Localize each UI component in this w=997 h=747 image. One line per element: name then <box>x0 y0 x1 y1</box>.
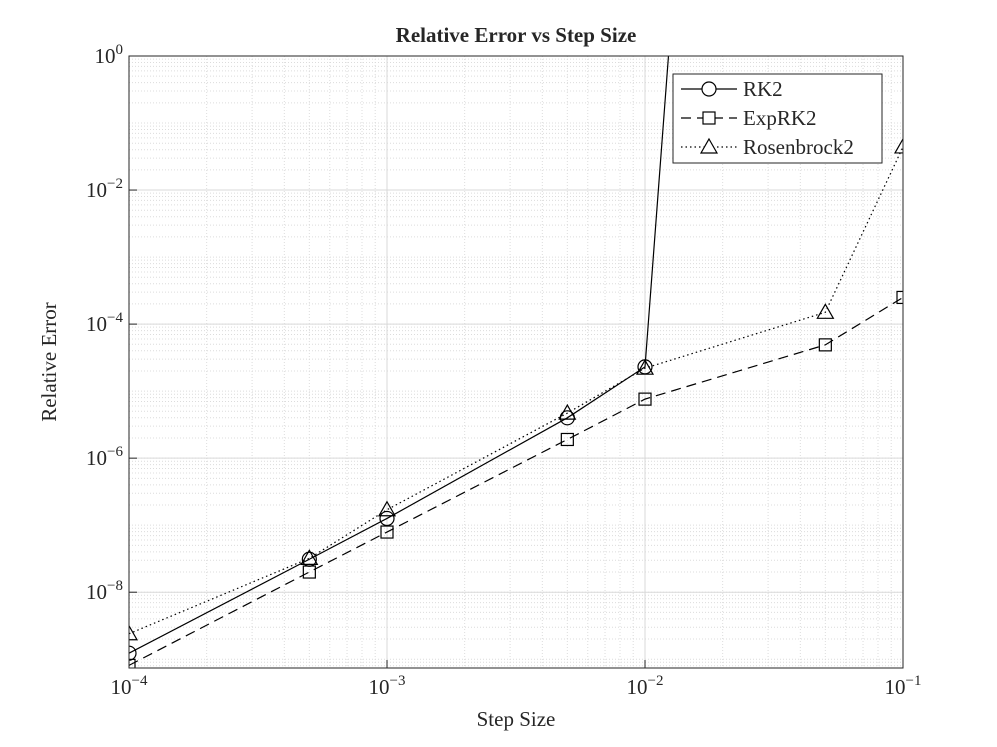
y-tick-label: 10−8 <box>86 578 123 604</box>
grid <box>128 55 904 668</box>
y-tick-label: 100 <box>95 42 124 68</box>
marker <box>816 303 835 319</box>
marker <box>380 525 394 539</box>
series-line <box>129 56 670 654</box>
x-tick-label: 10−1 <box>885 673 922 699</box>
axes-box <box>128 55 904 669</box>
marker <box>129 645 137 661</box>
y-tick-label: 10−6 <box>86 444 123 470</box>
marker <box>635 358 655 375</box>
marker <box>377 500 397 517</box>
plot-content <box>129 56 903 668</box>
y-tick-label: 10−4 <box>86 310 123 336</box>
series-line <box>129 146 903 635</box>
marker <box>558 403 577 420</box>
ticks: 10−4 10−3 10−2 10−1 10−8 10−6 10−4 10−2 100 <box>86 42 921 699</box>
marker <box>129 658 136 668</box>
legend: RK2 ExpRK2 Rosenbrock2 <box>672 73 883 164</box>
x-axis-label: Step Size <box>477 707 556 731</box>
chart-title: Relative Error vs Step Size <box>396 23 637 47</box>
marker <box>300 549 319 565</box>
marker <box>893 137 903 154</box>
x-tick-label: 10−3 <box>369 673 406 699</box>
marker <box>302 565 316 579</box>
legend-marker <box>701 81 717 97</box>
marker <box>560 432 574 447</box>
legend-label: Rosenbrock2 <box>743 135 854 159</box>
x-tick-label: 10−2 <box>627 673 664 699</box>
legend-marker <box>702 111 716 125</box>
legend-marker <box>699 137 719 154</box>
marker <box>896 290 903 305</box>
y-tick-label: 10−2 <box>86 176 123 202</box>
legend-label: ExpRK2 <box>743 106 817 130</box>
marker <box>818 338 832 352</box>
y-axis-label: Relative Error <box>37 302 61 422</box>
marker <box>638 392 652 406</box>
x-tick-label: 10−4 <box>111 673 148 699</box>
marker <box>129 624 139 641</box>
legend-label: RK2 <box>743 77 783 101</box>
series-line <box>129 296 903 666</box>
